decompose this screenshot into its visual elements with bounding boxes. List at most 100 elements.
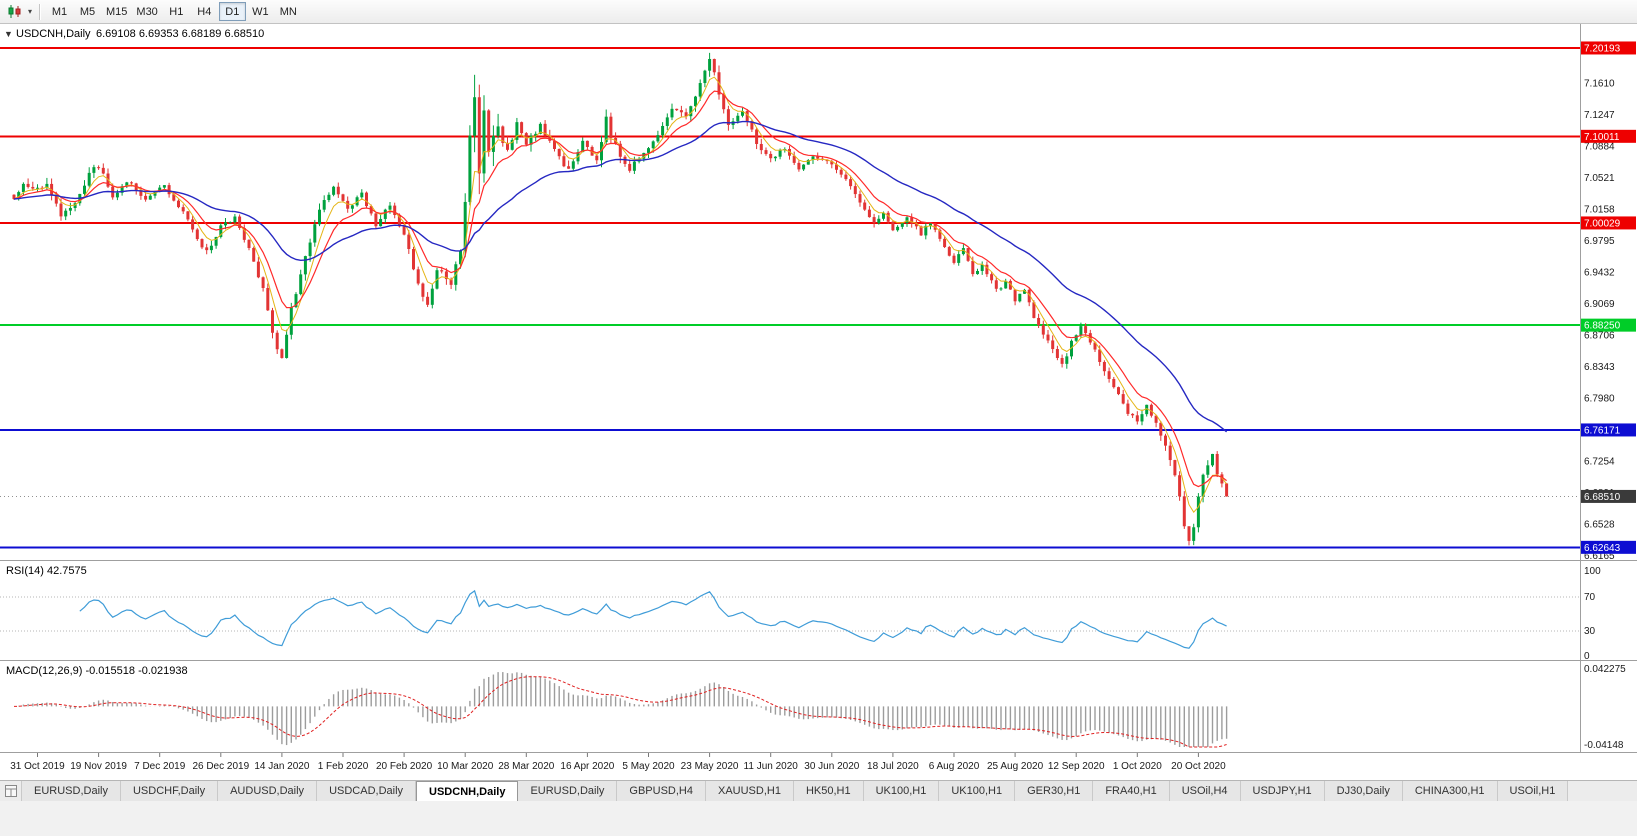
- timeframe-button-w1[interactable]: W1: [247, 2, 274, 21]
- candle: [1211, 453, 1214, 467]
- chart-tab-china300-h1[interactable]: CHINA300,H1: [1402, 781, 1498, 801]
- candle: [87, 167, 91, 188]
- candle: [670, 103, 674, 121]
- candle: [195, 228, 199, 241]
- candle: [839, 168, 843, 178]
- candle: [228, 221, 232, 224]
- date-axis: 31 Oct 2019 19 Nov 2019 7 Dec 2019 26 Dec 2…: [10, 752, 1226, 772]
- timeframe-toolbar: ▾ M1 M5 M15 M30 H1 H4 D1 W1 MN: [0, 0, 1637, 24]
- rsi-scale-label: 70: [1584, 592, 1596, 603]
- candle: [1215, 451, 1219, 478]
- current-price-label: 6.68510: [1584, 492, 1621, 503]
- candle: [1112, 376, 1116, 389]
- candle: [1037, 313, 1041, 329]
- window-list-icon[interactable]: [0, 781, 22, 801]
- timeframe-button-d1[interactable]: D1: [218, 2, 246, 21]
- candle: [947, 245, 951, 257]
- chart-tab-usdchf-daily[interactable]: USDCHF,Daily: [120, 781, 219, 801]
- timeframe-button-m1[interactable]: M1: [46, 2, 73, 21]
- candle: [1027, 288, 1031, 307]
- chart-tab-usdcnh-daily[interactable]: USDCNH,Daily: [416, 781, 519, 801]
- candle: [1187, 526, 1191, 546]
- candle: [1004, 278, 1008, 289]
- one-click-trading-arrow-icon[interactable]: ▼: [4, 29, 13, 39]
- timeframe-button-h1[interactable]: H1: [163, 2, 190, 21]
- chart-tab-ger30-h1[interactable]: GER30,H1: [1015, 781, 1094, 801]
- candle: [675, 108, 679, 111]
- chart-type-icon[interactable]: [4, 2, 24, 21]
- candle: [665, 113, 669, 131]
- candle: [1206, 460, 1210, 478]
- moving-averages: [13, 76, 1228, 514]
- candle: [1107, 367, 1111, 383]
- support-resistance-lines[interactable]: [0, 46, 1580, 549]
- candle: [97, 165, 101, 170]
- macd-panel: 0.042275 -0.04148: [13, 664, 1626, 751]
- chart-tab-fra40-h1[interactable]: FRA40,H1: [1093, 781, 1170, 801]
- chart-tab-dj30-daily[interactable]: DJ30,Daily: [1324, 781, 1403, 801]
- timeframe-button-m5[interactable]: M5: [74, 2, 101, 21]
- candle: [1046, 330, 1050, 344]
- chart-tab-audusd-daily[interactable]: AUDUSD,Daily: [218, 781, 318, 801]
- candle: [355, 195, 359, 207]
- chart-dropdown-caret-icon[interactable]: ▾: [27, 7, 32, 16]
- candle: [1055, 345, 1059, 361]
- candle: [360, 189, 364, 200]
- candle: [1074, 334, 1078, 342]
- chart-tab-usdcad-daily[interactable]: USDCAD,Daily: [317, 781, 417, 801]
- chart-tab-usoil-h4[interactable]: USOil,H4: [1169, 781, 1241, 801]
- candle: [346, 196, 350, 213]
- price-line-label-bg: [1581, 318, 1636, 332]
- candle: [914, 219, 918, 230]
- chart-tab-hk50-h1[interactable]: HK50,H1: [793, 781, 864, 801]
- chart-area[interactable]: 100 70 30 0 0.042275 -0.04148 31 Oct 2019 19 …: [0, 24, 1637, 780]
- chart-background: [0, 24, 1637, 780]
- chart-tab-gbpusd-h4[interactable]: GBPUSD,H4: [617, 781, 706, 801]
- date-label: 26 Dec 2019: [192, 761, 249, 772]
- candle: [510, 138, 514, 151]
- date-label: 1 Feb 2020: [318, 761, 369, 772]
- chart-tab-usoil-h1[interactable]: USOil,H1: [1497, 781, 1569, 801]
- date-label: 7 Dec 2019: [134, 761, 186, 772]
- candle: [125, 181, 129, 189]
- date-label: 18 Jul 2020: [867, 761, 919, 772]
- candle: [477, 84, 481, 195]
- date-label: 19 Nov 2019: [70, 761, 127, 772]
- candle: [1192, 523, 1196, 546]
- chart-tab-uk100-h1[interactable]: UK100,H1: [939, 781, 1016, 801]
- candle: [806, 159, 810, 165]
- candle: [712, 58, 716, 76]
- chart-tab-uk100-h1[interactable]: UK100,H1: [863, 781, 940, 801]
- timeframe-button-m30[interactable]: M30: [132, 2, 161, 21]
- candle: [694, 95, 697, 112]
- date-label: 20 Feb 2020: [376, 761, 433, 772]
- chart-tab-eurusd-daily[interactable]: EURUSD,Daily: [518, 781, 618, 801]
- candlestick-icon: [8, 5, 20, 18]
- timeframe-button-h4[interactable]: H4: [191, 2, 218, 21]
- timeframe-button-m15[interactable]: M15: [102, 2, 131, 21]
- moving-average-ma-slow: [13, 120, 1228, 433]
- candle: [849, 175, 853, 190]
- candle: [726, 105, 730, 131]
- candle: [379, 214, 383, 227]
- date-label: 16 Apr 2020: [560, 761, 614, 772]
- chart-tab-usdjpy-h1[interactable]: USDJPY,H1: [1240, 781, 1325, 801]
- date-label: 12 Sep 2020: [1048, 761, 1105, 772]
- candle: [26, 178, 30, 189]
- candle: [773, 156, 777, 162]
- candle: [148, 193, 152, 200]
- candle: [407, 229, 411, 254]
- date-label: 5 May 2020: [622, 761, 675, 772]
- candle: [83, 180, 86, 197]
- timeframe-buttons-group: M1 M5 M15 M30 H1 H4 D1 W1 MN: [46, 2, 302, 21]
- candle: [1102, 360, 1106, 376]
- timeframe-button-mn[interactable]: MN: [275, 2, 302, 21]
- candle: [219, 223, 223, 239]
- candle: [256, 257, 260, 279]
- chart-tab-eurusd-daily[interactable]: EURUSD,Daily: [22, 781, 121, 801]
- price-line-label: 7.10011: [1584, 132, 1620, 143]
- candle: [1051, 335, 1055, 354]
- chart-tab-xauusd-h1[interactable]: XAUUSD,H1: [705, 781, 794, 801]
- candle: [863, 199, 867, 211]
- price-tick-label: 6.9795: [1584, 236, 1615, 247]
